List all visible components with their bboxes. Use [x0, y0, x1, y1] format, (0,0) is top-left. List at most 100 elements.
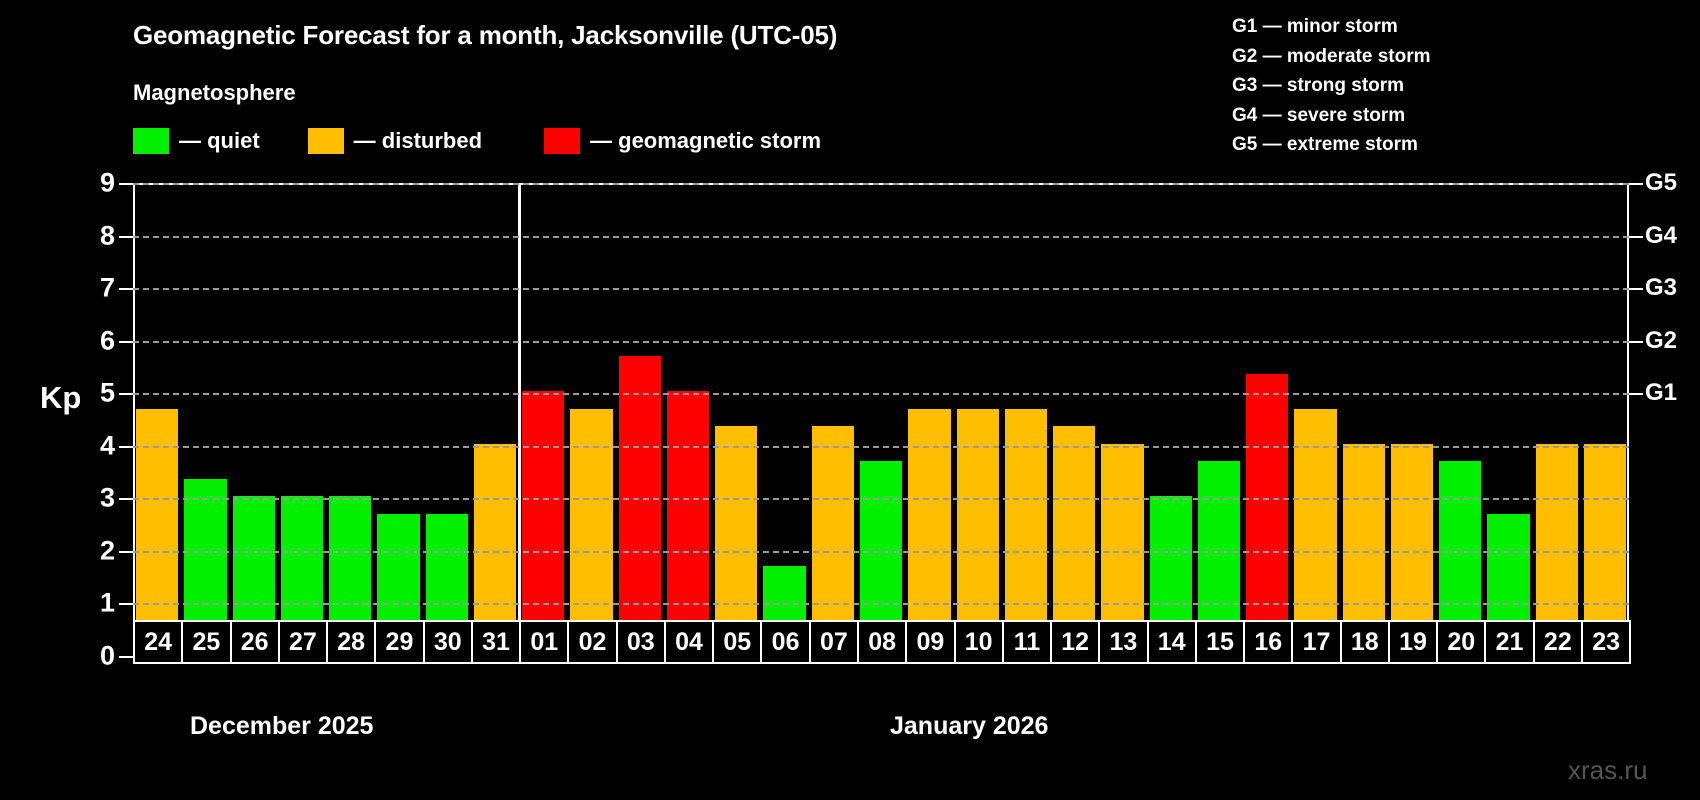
gridline-kp-7: [133, 288, 1629, 291]
day-label-30: 30: [422, 620, 473, 664]
g-tick-label-G5: G5: [1645, 169, 1678, 196]
g-tick-G4: [1629, 235, 1643, 238]
day-label-14: 14: [1146, 620, 1197, 664]
bar-cell: [1581, 185, 1629, 654]
storm-scale-legend: G1 — minor storm G2 — moderate storm G3 …: [1232, 12, 1431, 160]
bar-cell: [905, 185, 953, 654]
gridline-kp-9: [133, 183, 1629, 185]
bar-day-16: [1246, 373, 1289, 654]
day-label-11: 11: [1001, 620, 1053, 664]
y-tick-5: [119, 393, 133, 396]
day-label-18: 18: [1339, 620, 1390, 664]
bar-cell: [374, 185, 422, 654]
watermark: xras.ru: [1568, 755, 1648, 785]
bar-cell: [230, 185, 278, 654]
day-label-10: 10: [953, 620, 1004, 664]
bar-day-12: [1053, 426, 1096, 654]
month-label-january: January 2026: [890, 712, 1049, 740]
day-label-09: 09: [905, 620, 956, 664]
bar-cell: [1436, 185, 1484, 654]
day-label-06: 06: [760, 620, 811, 664]
bar-cell: [278, 185, 326, 654]
day-label-01: 01: [519, 620, 570, 664]
y-tick-label-0: 0: [99, 640, 115, 671]
gridline-kp-2: [133, 550, 1629, 553]
gridline-kp-5: [133, 393, 1629, 396]
legend-item-disturbed: — disturbed: [307, 128, 483, 154]
day-label-27: 27: [277, 620, 329, 664]
bar-cell: [809, 185, 857, 654]
bar-day-11: [1004, 408, 1048, 654]
plot-area: [133, 183, 1629, 656]
page-title: Geomagnetic Forecast for a month, Jackso…: [133, 20, 838, 50]
day-label-26: 26: [229, 620, 280, 664]
day-label-20: 20: [1436, 620, 1487, 664]
y-tick-label-8: 8: [99, 220, 115, 251]
day-label-31: 31: [470, 620, 522, 664]
bar-cell: [1533, 185, 1581, 654]
y-tick-8: [119, 235, 133, 238]
y-tick-label-1: 1: [99, 587, 115, 618]
legend: — quiet — disturbed — geomagnetic storm: [133, 128, 821, 154]
day-label-25: 25: [181, 620, 232, 664]
y-tick-2: [119, 550, 133, 553]
legend-label-disturbed: — disturbed: [353, 128, 483, 153]
y-tick-label-6: 6: [99, 325, 115, 356]
g-tick-label-G4: G4: [1645, 221, 1678, 249]
bar-cell: [1388, 185, 1436, 654]
bar-series: [133, 185, 1629, 654]
g-tick-G2: [1629, 340, 1643, 343]
bar-cell: [133, 185, 181, 654]
bar-cell: [616, 185, 664, 654]
bar-cell: [423, 185, 471, 654]
legend-swatch-disturbed: [307, 128, 344, 154]
storm-scale-g1: G1 — minor storm: [1232, 16, 1398, 37]
day-label-03: 03: [615, 620, 666, 664]
day-label-22: 22: [1532, 620, 1583, 664]
y-tick-label-4: 4: [99, 430, 115, 461]
bar-cell: [471, 185, 519, 654]
bar-day-24: [136, 408, 179, 654]
y-axis-line: [133, 183, 135, 656]
bar-cell: [664, 185, 712, 654]
bar-day-02: [570, 408, 613, 654]
day-label-19: 19: [1387, 620, 1439, 664]
g-tick-G3: [1629, 288, 1643, 291]
g-tick-label-G1: G1: [1645, 379, 1678, 407]
bar-cell: [1147, 185, 1195, 654]
g-tick-G1: [1629, 393, 1643, 396]
day-label-21: 21: [1484, 620, 1535, 664]
bar-day-13: [1101, 443, 1144, 654]
gridline-kp-8: [133, 235, 1629, 238]
g-tick-label-G2: G2: [1645, 326, 1678, 354]
storm-scale-g2: G2 — moderate storm: [1232, 45, 1431, 67]
bar-day-22: [1535, 443, 1578, 654]
bar-day-07: [811, 426, 854, 654]
gridline-kp-3: [133, 498, 1629, 501]
y-tick-label-7: 7: [99, 272, 115, 303]
storm-scale-g3: G3 — strong storm: [1232, 75, 1405, 96]
bar-day-10: [956, 408, 999, 654]
bar-cell: [1195, 185, 1243, 654]
bar-day-05: [715, 426, 758, 654]
y-axis-right-line: [1627, 183, 1629, 656]
bar-cell: [1340, 185, 1388, 654]
bar-cell: [1291, 185, 1339, 654]
legend-label-storm: — geomagnetic storm: [590, 128, 822, 153]
bar-day-17: [1294, 408, 1337, 654]
y-tick-9: [119, 183, 133, 185]
bar-cell: [181, 185, 229, 654]
y-axis-title: Kp: [40, 380, 82, 415]
bar-day-09: [908, 408, 951, 654]
day-label-15: 15: [1194, 620, 1246, 664]
day-label-13: 13: [1098, 620, 1149, 664]
month-label-december: December 2025: [190, 712, 374, 740]
bar-day-18: [1342, 443, 1385, 654]
legend-swatch-storm: [544, 128, 581, 154]
bar-cell: [1484, 185, 1532, 654]
day-label-04: 04: [663, 620, 715, 664]
storm-scale-g4: G4 — severe storm: [1232, 104, 1406, 126]
day-label-strip: 24 25 26 27 28 29 30 31 01 02 03 04 05 06 07 08 09 10 11 12…: [133, 620, 1632, 664]
day-label-08: 08: [856, 620, 908, 664]
y-tick-3: [119, 498, 133, 501]
